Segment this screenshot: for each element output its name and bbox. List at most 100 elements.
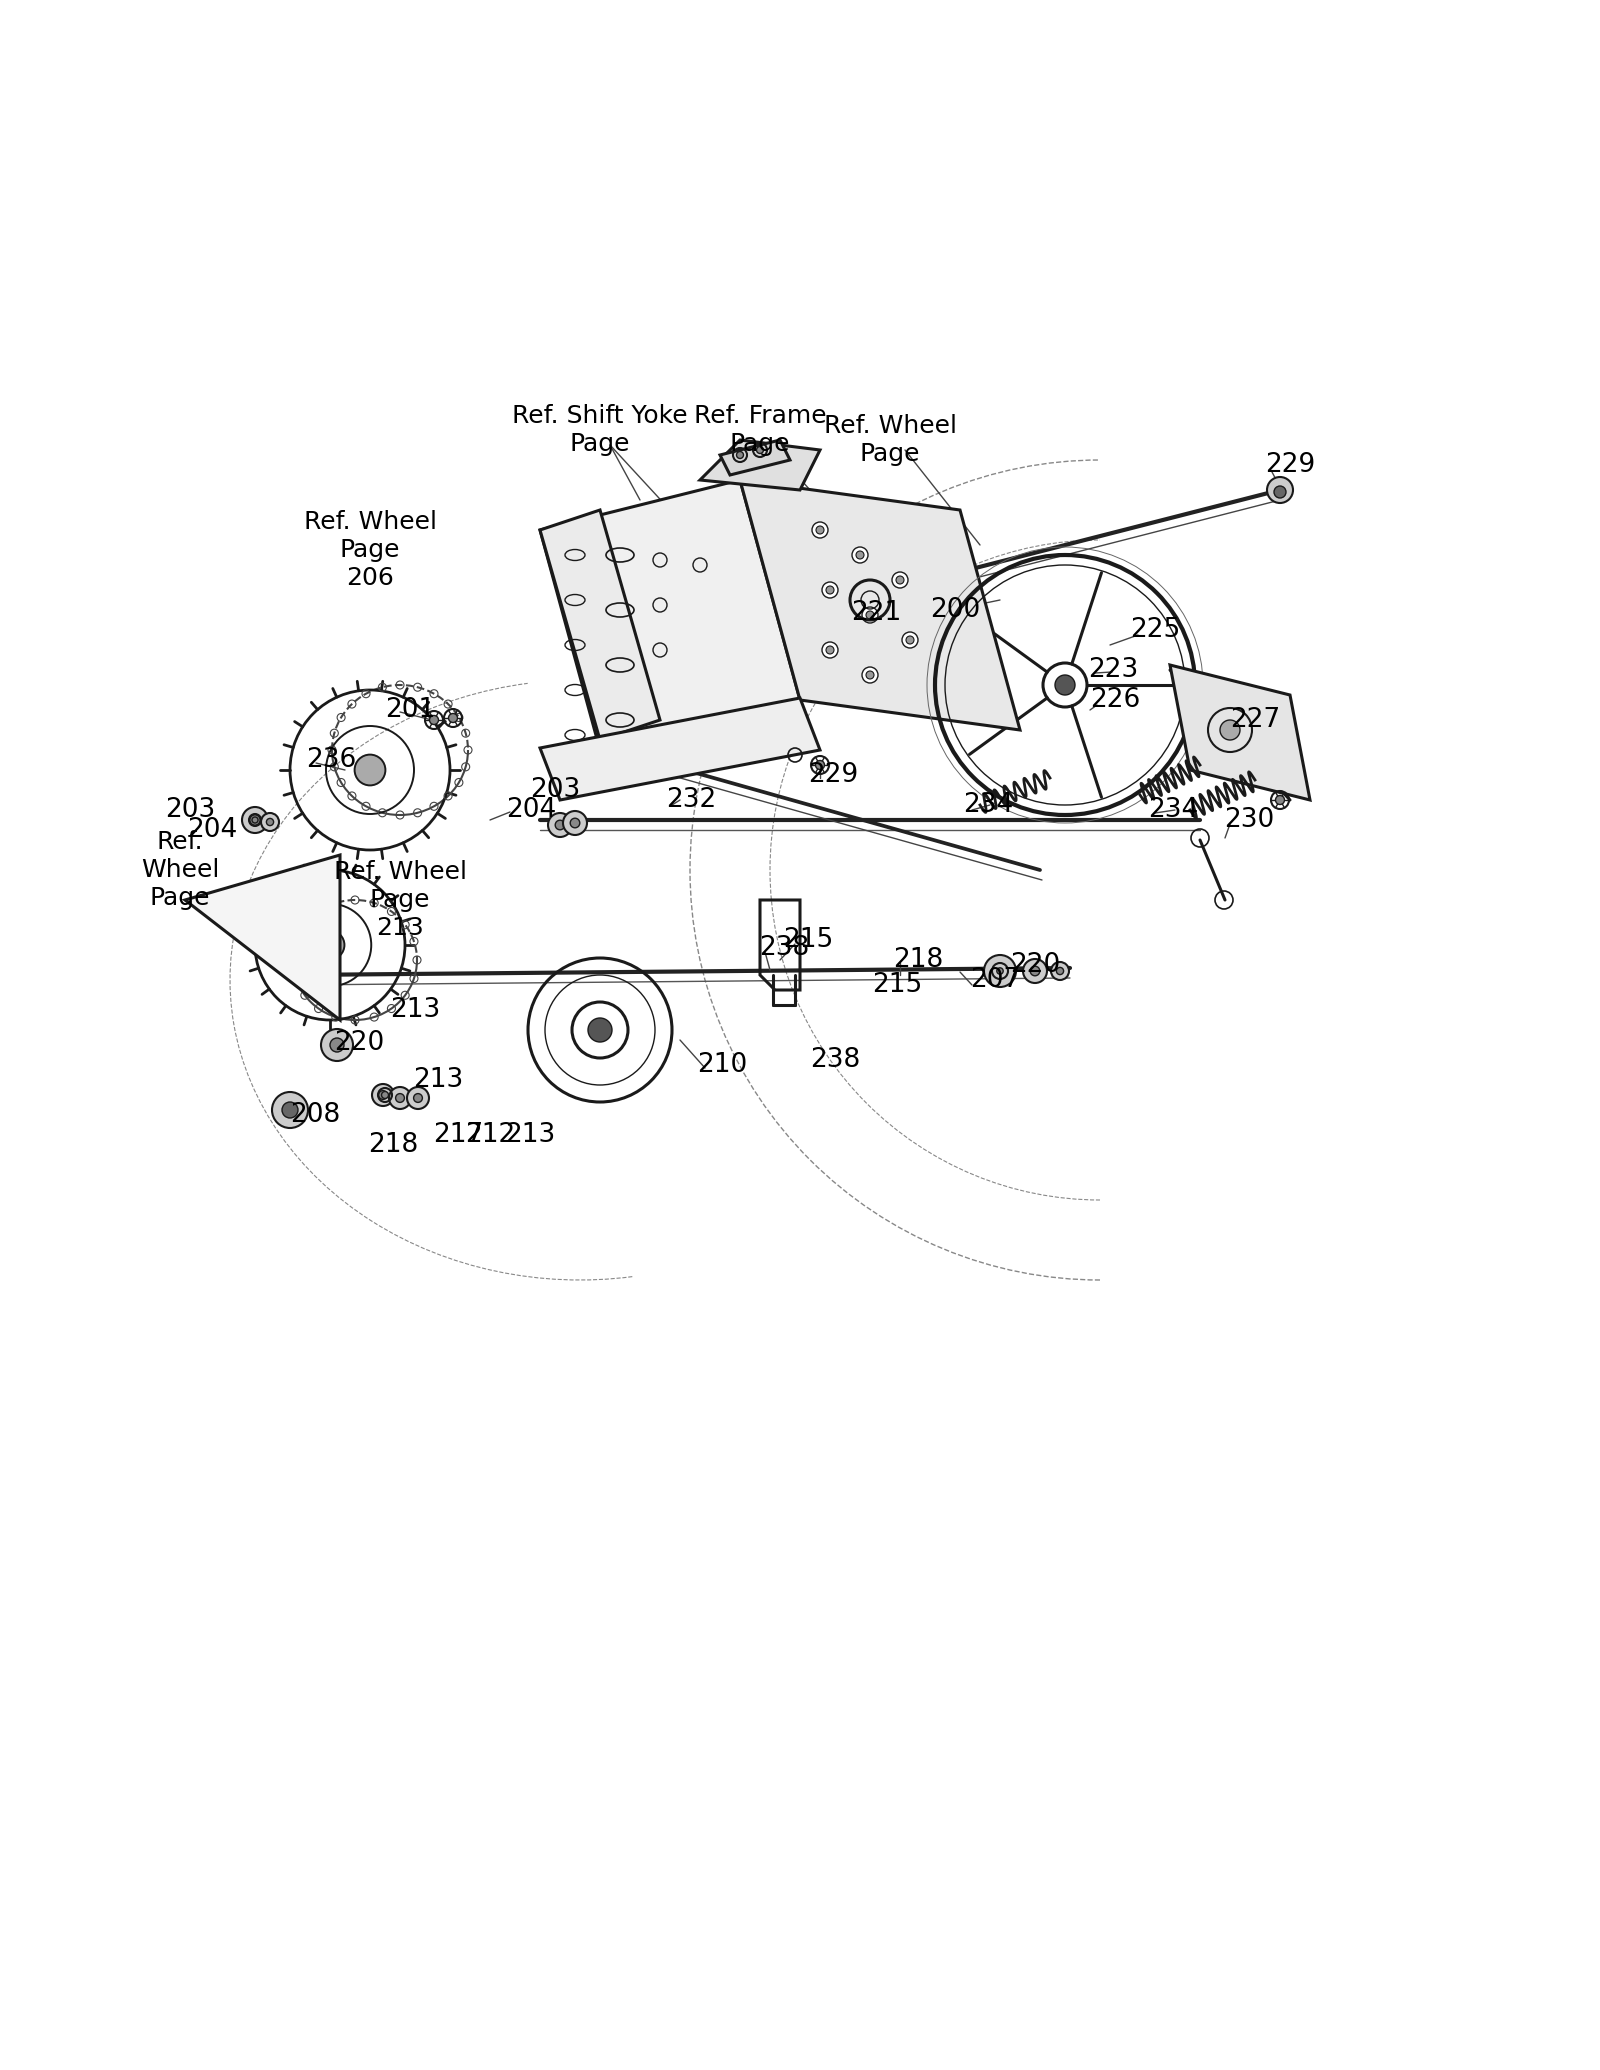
Text: 208: 208 <box>290 1101 341 1128</box>
Polygon shape <box>541 480 800 749</box>
Circle shape <box>1030 967 1040 975</box>
Circle shape <box>984 954 1016 987</box>
Circle shape <box>736 451 744 457</box>
Circle shape <box>1051 963 1069 979</box>
Text: 207: 207 <box>970 967 1021 994</box>
Circle shape <box>371 1085 394 1105</box>
Circle shape <box>266 818 274 826</box>
Text: 232: 232 <box>666 787 717 814</box>
Text: 215: 215 <box>872 973 922 998</box>
Text: 201: 201 <box>386 698 435 722</box>
Text: 221: 221 <box>851 600 901 625</box>
Circle shape <box>330 1037 344 1052</box>
Text: Ref. Frame
Page: Ref. Frame Page <box>694 404 826 455</box>
Circle shape <box>355 756 386 785</box>
Circle shape <box>395 1093 405 1103</box>
Circle shape <box>555 820 565 830</box>
Text: 234: 234 <box>963 793 1013 818</box>
Circle shape <box>902 631 918 648</box>
Circle shape <box>331 1039 344 1052</box>
Circle shape <box>896 575 904 584</box>
Polygon shape <box>1170 664 1310 799</box>
Text: 215: 215 <box>782 927 834 952</box>
Circle shape <box>997 969 1003 975</box>
Circle shape <box>315 932 344 958</box>
Circle shape <box>816 526 824 534</box>
Circle shape <box>283 1103 298 1118</box>
Circle shape <box>851 546 867 563</box>
Text: 230: 230 <box>1224 807 1274 832</box>
Polygon shape <box>541 698 819 799</box>
Text: 204: 204 <box>506 797 557 824</box>
Circle shape <box>862 667 878 683</box>
Text: 226: 226 <box>1090 687 1141 712</box>
Circle shape <box>866 611 874 619</box>
Circle shape <box>272 1093 307 1128</box>
Circle shape <box>1274 486 1286 499</box>
Text: 227: 227 <box>1230 708 1280 733</box>
Text: 213: 213 <box>506 1122 555 1149</box>
Circle shape <box>757 447 763 453</box>
Circle shape <box>813 522 829 538</box>
Circle shape <box>906 635 914 644</box>
Circle shape <box>822 582 838 598</box>
Text: 212: 212 <box>466 1122 515 1149</box>
Text: 203: 203 <box>165 797 214 824</box>
Circle shape <box>856 551 864 559</box>
Text: 229: 229 <box>808 762 858 789</box>
Text: 213: 213 <box>390 998 440 1023</box>
Text: Ref. Wheel
Page
213: Ref. Wheel Page 213 <box>333 861 467 940</box>
Text: 217: 217 <box>434 1122 483 1149</box>
Circle shape <box>406 1087 429 1110</box>
Polygon shape <box>739 480 1021 731</box>
Circle shape <box>1056 967 1064 975</box>
Text: 220: 220 <box>1010 952 1061 977</box>
Circle shape <box>822 642 838 658</box>
Circle shape <box>413 1093 422 1103</box>
Text: 218: 218 <box>893 946 944 973</box>
Circle shape <box>242 807 269 832</box>
Circle shape <box>1022 958 1046 983</box>
Polygon shape <box>720 441 790 474</box>
Circle shape <box>826 646 834 654</box>
Circle shape <box>282 1101 298 1118</box>
Circle shape <box>563 811 587 834</box>
Text: 204: 204 <box>187 818 237 842</box>
Circle shape <box>322 1029 354 1062</box>
Circle shape <box>381 1091 389 1099</box>
Circle shape <box>1267 476 1293 503</box>
Text: 238: 238 <box>810 1047 861 1072</box>
Circle shape <box>994 965 1006 977</box>
Text: Ref. Wheel
Page
206: Ref. Wheel Page 206 <box>304 509 437 590</box>
Text: 234: 234 <box>1149 797 1198 824</box>
Circle shape <box>862 607 878 623</box>
Circle shape <box>589 1018 611 1041</box>
Circle shape <box>992 963 1008 979</box>
Text: Ref.
Wheel
Page: Ref. Wheel Page <box>141 830 219 911</box>
Text: 203: 203 <box>530 776 581 803</box>
Circle shape <box>448 714 458 722</box>
Circle shape <box>429 716 438 724</box>
Polygon shape <box>186 855 339 1021</box>
Circle shape <box>1275 795 1285 805</box>
Circle shape <box>826 586 834 594</box>
Circle shape <box>250 816 261 826</box>
Circle shape <box>816 760 824 770</box>
Polygon shape <box>701 441 819 491</box>
Circle shape <box>261 814 278 830</box>
Circle shape <box>570 818 579 828</box>
Circle shape <box>379 1091 387 1099</box>
Text: 218: 218 <box>368 1132 418 1157</box>
Circle shape <box>1221 720 1240 739</box>
Text: Ref. Shift Yoke
Page: Ref. Shift Yoke Page <box>512 404 688 455</box>
Circle shape <box>253 818 258 824</box>
Text: Ref. Wheel
Page: Ref. Wheel Page <box>824 414 957 466</box>
Circle shape <box>866 671 874 679</box>
Text: 223: 223 <box>1088 656 1138 683</box>
Text: 210: 210 <box>698 1052 747 1078</box>
Text: 213: 213 <box>413 1066 464 1093</box>
Text: 236: 236 <box>306 747 357 772</box>
Circle shape <box>547 814 573 836</box>
Text: 229: 229 <box>1266 451 1315 478</box>
Text: 238: 238 <box>758 936 810 960</box>
